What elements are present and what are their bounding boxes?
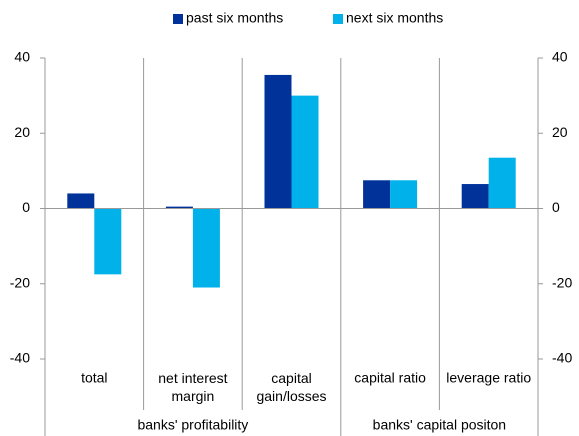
y-tick-label: 40 (14, 49, 30, 65)
group-label: banks' profitability (137, 417, 248, 433)
y-tick-label: 20 (14, 124, 30, 140)
y2-tick-label: 20 (552, 124, 568, 140)
y-tick-label: -20 (10, 274, 30, 290)
y2-tick-label: 40 (552, 49, 568, 65)
bar (67, 193, 95, 209)
bar (165, 206, 193, 209)
x-tick-label: capital gain/losses (256, 370, 326, 404)
group-label: banks' capital positon (373, 417, 506, 433)
bar (461, 184, 489, 209)
bar (488, 157, 516, 209)
legend-swatch (333, 14, 343, 24)
x-tick-label: net interest margin (158, 370, 227, 404)
x-tick-label: leverage ratio (446, 370, 531, 386)
x-tick-label: total (81, 370, 107, 386)
y-tick-label: 0 (22, 199, 30, 215)
bar (363, 180, 391, 209)
legend-label: past six months (186, 10, 283, 26)
legend-label: next six months (346, 10, 443, 26)
x-tick-label: capital ratio (354, 370, 426, 386)
legend-swatch (173, 14, 183, 24)
y2-tick-label: -40 (552, 350, 572, 366)
y2-tick-label: 0 (552, 199, 560, 215)
bar (94, 208, 122, 275)
bar (192, 208, 220, 288)
bar (291, 95, 319, 209)
bar (264, 74, 292, 209)
bar (390, 180, 418, 209)
y-tick-label: -40 (10, 350, 30, 366)
y2-tick-label: -20 (552, 274, 572, 290)
